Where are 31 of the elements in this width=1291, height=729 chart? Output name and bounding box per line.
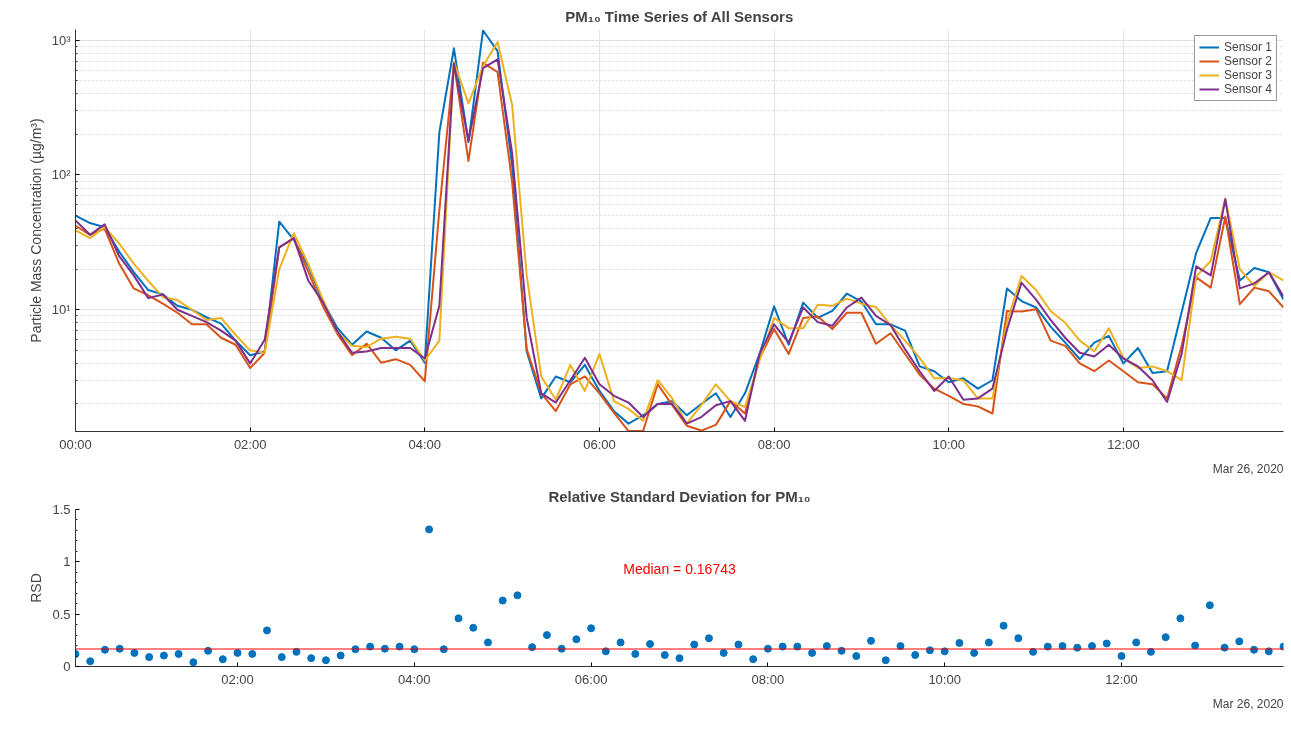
legend-label: Sensor 3 [1223, 68, 1272, 82]
text: Mar 26, 2020 [1212, 461, 1284, 476]
y-tick-label: 10² [51, 167, 72, 183]
x-tick-label: 12:00 [1105, 671, 1138, 687]
x-tick-label: 00:00 [59, 436, 92, 452]
x-tick-label: 06:00 [574, 671, 608, 687]
x-tick-label: 12:00 [1107, 436, 1140, 452]
x-tick-label: 02:00 [221, 671, 254, 687]
y-tick-label: 0.5 [52, 606, 71, 622]
x-tick-label: 02:00 [233, 436, 267, 452]
legend-label: Sensor 2 [1223, 54, 1272, 68]
x-tick-label: 10:00 [928, 671, 961, 687]
legend-label: Sensor 4 [1223, 82, 1272, 96]
y-tick-label: 10¹ [51, 302, 72, 318]
x-tick-label: 08:00 [757, 436, 791, 452]
y-tick-label: 0 [63, 659, 71, 674]
x-tick-label: 04:00 [408, 436, 442, 452]
ref-line-label: Median = 0.16743 [623, 561, 736, 578]
y-axis-title: Particle Mass Concentration (µg/m³) [27, 118, 44, 343]
y-tick-label: 1.5 [52, 502, 71, 517]
y-axis-title: RSD [28, 573, 45, 603]
x-tick-label: 04:00 [398, 671, 431, 687]
x-tick-label: 08:00 [751, 671, 785, 687]
chart-title: Relative Standard Deviation for PM₁₀ [548, 487, 811, 505]
chart-title: PM₁₀ Time Series of All Sensors [565, 7, 794, 25]
text: Mar 26, 2020 [1212, 696, 1284, 711]
x-tick-label: 10:00 [932, 436, 966, 452]
x-tick-label: 06:00 [583, 436, 616, 452]
y-tick-label: 1 [63, 554, 71, 570]
y-tick-label: 10³ [51, 32, 72, 48]
legend-label: Sensor 1 [1223, 40, 1272, 54]
